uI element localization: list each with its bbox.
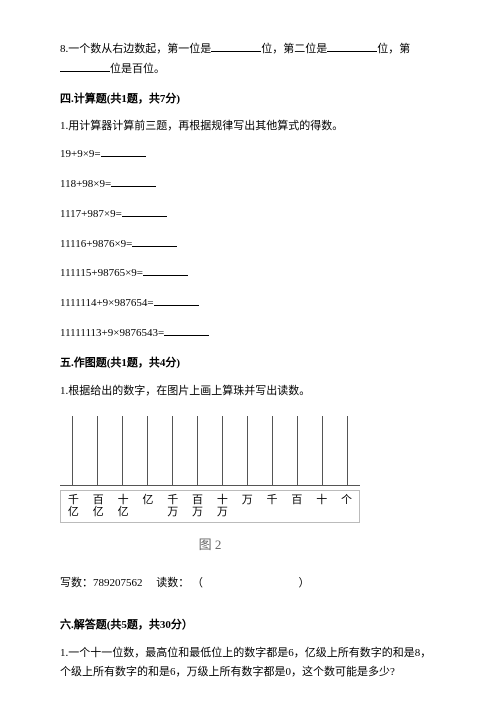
expression-blank	[111, 175, 156, 187]
expression-text: 118+98×9=	[60, 178, 111, 190]
place-label: 千	[262, 494, 282, 518]
place-label: 百万	[188, 494, 208, 518]
abacus-labels: 千亿百亿十亿亿千万百万十万万千百十个	[60, 490, 360, 522]
abacus-rod	[122, 416, 124, 486]
expression-text: 111115+98765×9=	[60, 267, 143, 279]
section5-q1: 1.根据给出的数字，在图片上画上算珠并写出读数。	[60, 382, 440, 402]
abacus-rod	[147, 416, 149, 486]
expression-blank	[154, 294, 199, 306]
q8-text2: 位，第二位是	[261, 43, 327, 55]
expression-3: 11116+9876×9=	[60, 235, 440, 255]
abacus-figure: 千亿百亿十亿亿千万百万十万万千百十个 图 2	[60, 416, 440, 556]
q8-text3: 位，第	[377, 43, 410, 55]
abacus-rod	[347, 416, 349, 486]
write-read-line: 写数：789207562 读数： （ ）	[60, 574, 440, 594]
q8-blank3	[60, 60, 110, 72]
place-label: 百亿	[88, 494, 108, 518]
expression-text: 1111114+9×987654=	[60, 297, 154, 309]
place-label: 千亿	[63, 494, 83, 518]
expression-6: 11111113+9×9876543=	[60, 324, 440, 344]
expression-1: 118+98×9=	[60, 175, 440, 195]
place-label: 个	[337, 494, 357, 518]
place-label: 十亿	[113, 494, 133, 518]
place-label: 亿	[138, 494, 158, 518]
figure-caption: 图 2	[60, 533, 360, 556]
abacus-rod	[322, 416, 324, 486]
expression-5: 1111114+9×987654=	[60, 294, 440, 314]
place-label: 百	[287, 494, 307, 518]
place-label: 十万	[212, 494, 232, 518]
abacus-rod	[222, 416, 224, 486]
expression-blank	[101, 145, 146, 157]
q8-blank1	[211, 40, 261, 52]
abacus-rod	[272, 416, 274, 486]
abacus-rod	[197, 416, 199, 486]
write-label: 写数：	[60, 577, 93, 589]
abacus-rod	[97, 416, 99, 486]
abacus-rod	[72, 416, 74, 486]
section4-q1: 1.用计算器计算前三题，再根据规律写出其他算式的得数。	[60, 117, 440, 137]
read-label: 读数：	[156, 577, 189, 589]
expression-text: 1117+987×9=	[60, 208, 122, 220]
abacus-rod	[172, 416, 174, 486]
paren-open: （	[192, 577, 203, 589]
expression-blank	[143, 264, 188, 276]
expression-text: 11116+9876×9=	[60, 238, 132, 250]
abacus-rod	[247, 416, 249, 486]
q8-text4: 位是百位。	[110, 63, 165, 75]
abacus-rods	[60, 416, 360, 486]
section6-title: 六.解答题(共5题，共30分）	[60, 616, 440, 636]
paren-close: ）	[299, 577, 310, 589]
place-label: 十	[312, 494, 332, 518]
q8-text1: 8.一个数从右边数起，第一位是	[60, 43, 211, 55]
section4-title: 四.计算题(共1题，共7分)	[60, 90, 440, 110]
expression-0: 19+9×9=	[60, 145, 440, 165]
expression-blank	[132, 235, 177, 247]
abacus-rod	[297, 416, 299, 486]
write-value: 789207562	[93, 577, 143, 589]
section5-title: 五.作图题(共1题，共4分)	[60, 354, 440, 374]
expression-2: 1117+987×9=	[60, 205, 440, 225]
expression-text: 11111113+9×9876543=	[60, 327, 164, 339]
expressions-list: 19+9×9= 118+98×9= 1117+987×9= 11116+9876×9=…	[60, 145, 440, 344]
expression-text: 19+9×9=	[60, 148, 101, 160]
expression-blank	[122, 205, 167, 217]
place-label: 万	[237, 494, 257, 518]
q8-blank2	[327, 40, 377, 52]
question-8: 8.一个数从右边数起，第一位是 位，第二位是 位，第位是百位。	[60, 40, 440, 80]
section6-q1: 1.一个十一位数，最高位和最低位上的数字都是6，亿级上所有数字的和是8，个级上所…	[60, 644, 440, 684]
place-label: 千万	[163, 494, 183, 518]
expression-blank	[164, 324, 209, 336]
expression-4: 111115+98765×9=	[60, 264, 440, 284]
abacus: 千亿百亿十亿亿千万百万十万万千百十个	[60, 416, 360, 522]
